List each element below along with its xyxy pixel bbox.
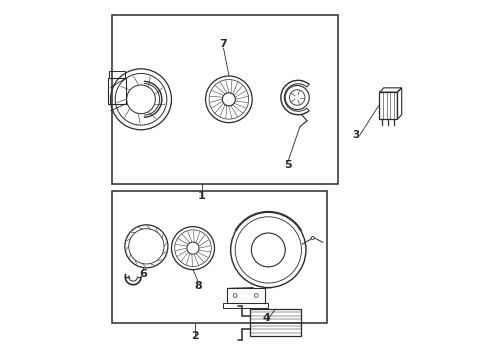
Bar: [112, 15, 338, 184]
Text: 4: 4: [263, 313, 270, 323]
Bar: [108, 78, 126, 104]
Text: 2: 2: [191, 331, 198, 341]
Bar: [250, 309, 300, 336]
Text: 6: 6: [139, 269, 147, 279]
Text: 8: 8: [195, 281, 202, 291]
Bar: [227, 288, 265, 303]
Text: 1: 1: [198, 191, 206, 201]
Text: 3: 3: [352, 130, 360, 140]
Bar: [379, 92, 397, 119]
Bar: [109, 71, 124, 78]
Text: 5: 5: [284, 160, 292, 170]
Bar: [223, 303, 269, 308]
Bar: [112, 191, 327, 323]
Text: 7: 7: [220, 39, 227, 49]
